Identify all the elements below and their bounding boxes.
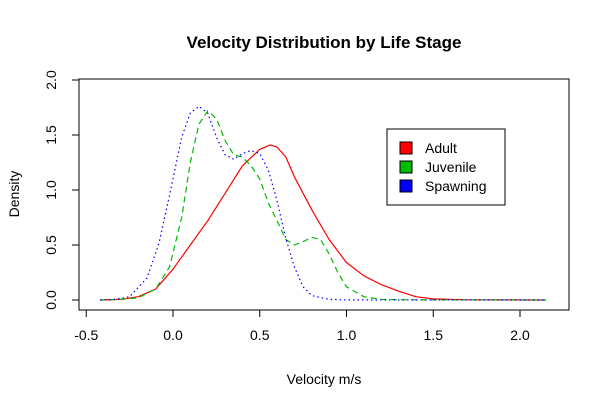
y-tick-label: 1.0 (43, 180, 59, 200)
legend-label-adult: Adult (425, 140, 457, 156)
y-axis-label: Density (6, 171, 22, 218)
legend-label-juvenile: Juvenile (425, 159, 477, 175)
x-tick-label: -0.5 (74, 327, 98, 343)
legend-swatch-juvenile (399, 160, 413, 174)
y-tick-label: 1.5 (43, 125, 59, 145)
x-axis-label: Velocity m/s (287, 371, 362, 387)
series-line-adult (100, 144, 547, 301)
y-tick-label: 2.0 (43, 70, 59, 90)
x-axis: -0.5 0.0 0.5 1.0 1.5 2.0 (74, 309, 530, 343)
x-tick-label: 0.0 (163, 327, 183, 343)
chart-title: Velocity Distribution by Life Stage (187, 33, 462, 52)
series-line-juvenile (100, 110, 547, 301)
x-tick-label: 0.5 (250, 327, 270, 343)
legend-label-spawning: Spawning (425, 178, 487, 194)
series-layer (100, 105, 547, 301)
legend-swatch-spawning (399, 179, 413, 193)
legend-swatch-adult (399, 141, 413, 155)
y-tick-label: 0.5 (43, 235, 59, 255)
x-tick-label: 2.0 (510, 327, 530, 343)
x-tick-label: 1.0 (337, 327, 357, 343)
y-axis: 0.0 0.5 1.0 1.5 2.0 (43, 70, 80, 310)
y-tick-label: 0.0 (43, 290, 59, 310)
legend: Adult Juvenile Spawning (386, 128, 506, 206)
x-tick-label: 1.5 (424, 327, 444, 343)
